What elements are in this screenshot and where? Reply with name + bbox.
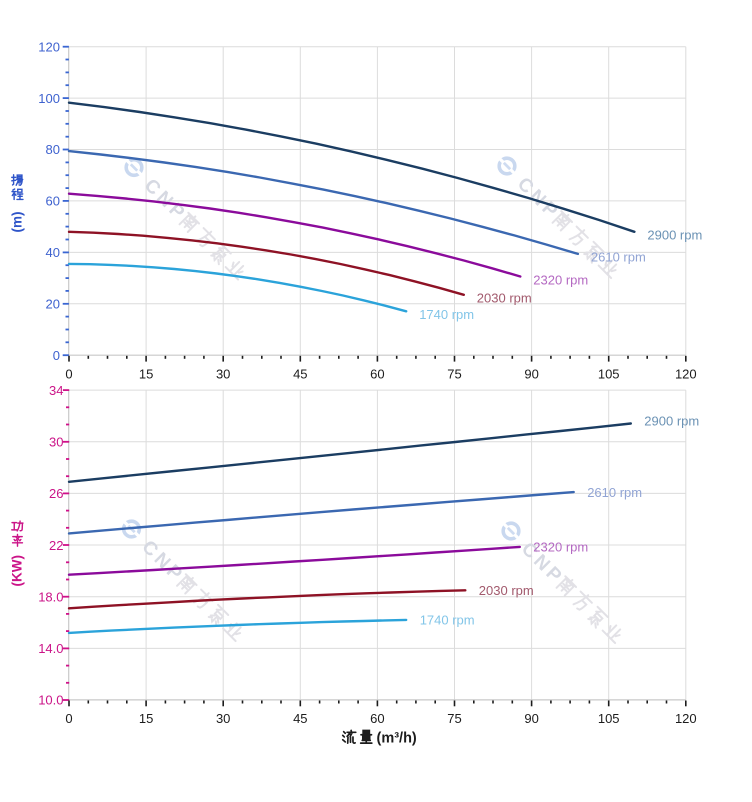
svg-text:75: 75 (447, 711, 461, 726)
svg-text:(m): (m) (10, 212, 25, 233)
svg-text:2610 rpm: 2610 rpm (587, 485, 642, 500)
svg-text:45: 45 (293, 366, 307, 381)
svg-text:(KW): (KW) (10, 555, 25, 586)
svg-text:15: 15 (139, 711, 153, 726)
svg-text:90: 90 (524, 366, 538, 381)
svg-text:45: 45 (293, 711, 307, 726)
svg-text:1740 rpm: 1740 rpm (419, 307, 474, 322)
svg-text:2320 rpm: 2320 rpm (533, 272, 588, 287)
svg-text:0: 0 (65, 711, 72, 726)
svg-text:0: 0 (65, 366, 72, 381)
svg-text:120: 120 (675, 366, 697, 381)
svg-text:90: 90 (524, 711, 538, 726)
svg-text:30: 30 (216, 366, 230, 381)
svg-text:105: 105 (598, 711, 620, 726)
svg-text:2610 rpm: 2610 rpm (591, 250, 646, 265)
svg-text:2900 rpm: 2900 rpm (647, 228, 702, 243)
svg-text:2320 rpm: 2320 rpm (533, 540, 588, 555)
svg-text:60: 60 (370, 711, 384, 726)
svg-text:18.0: 18.0 (38, 589, 63, 604)
svg-text:120: 120 (675, 711, 697, 726)
svg-text:120: 120 (38, 39, 60, 54)
svg-text:0: 0 (53, 348, 60, 363)
svg-text:34: 34 (49, 383, 63, 398)
svg-text:60: 60 (46, 194, 60, 209)
svg-text:2030 rpm: 2030 rpm (479, 583, 534, 598)
svg-text:26: 26 (49, 486, 63, 501)
svg-text:105: 105 (598, 366, 620, 381)
svg-text:1740 rpm: 1740 rpm (420, 613, 475, 628)
svg-text:80: 80 (46, 142, 60, 157)
svg-text:30: 30 (49, 434, 63, 449)
svg-text:60: 60 (370, 366, 384, 381)
svg-text:2030 rpm: 2030 rpm (477, 291, 532, 306)
svg-text:20: 20 (46, 297, 60, 312)
svg-text:100: 100 (38, 91, 60, 106)
svg-text:2900 rpm: 2900 rpm (644, 414, 699, 429)
svg-text:30: 30 (216, 711, 230, 726)
svg-text:10.0: 10.0 (38, 693, 63, 708)
svg-text:40: 40 (46, 245, 60, 260)
svg-text:15: 15 (139, 366, 153, 381)
svg-text:(m³/h): (m³/h) (377, 731, 417, 747)
svg-text:22: 22 (49, 538, 63, 553)
svg-text:14.0: 14.0 (38, 641, 63, 656)
svg-text:75: 75 (447, 366, 461, 381)
